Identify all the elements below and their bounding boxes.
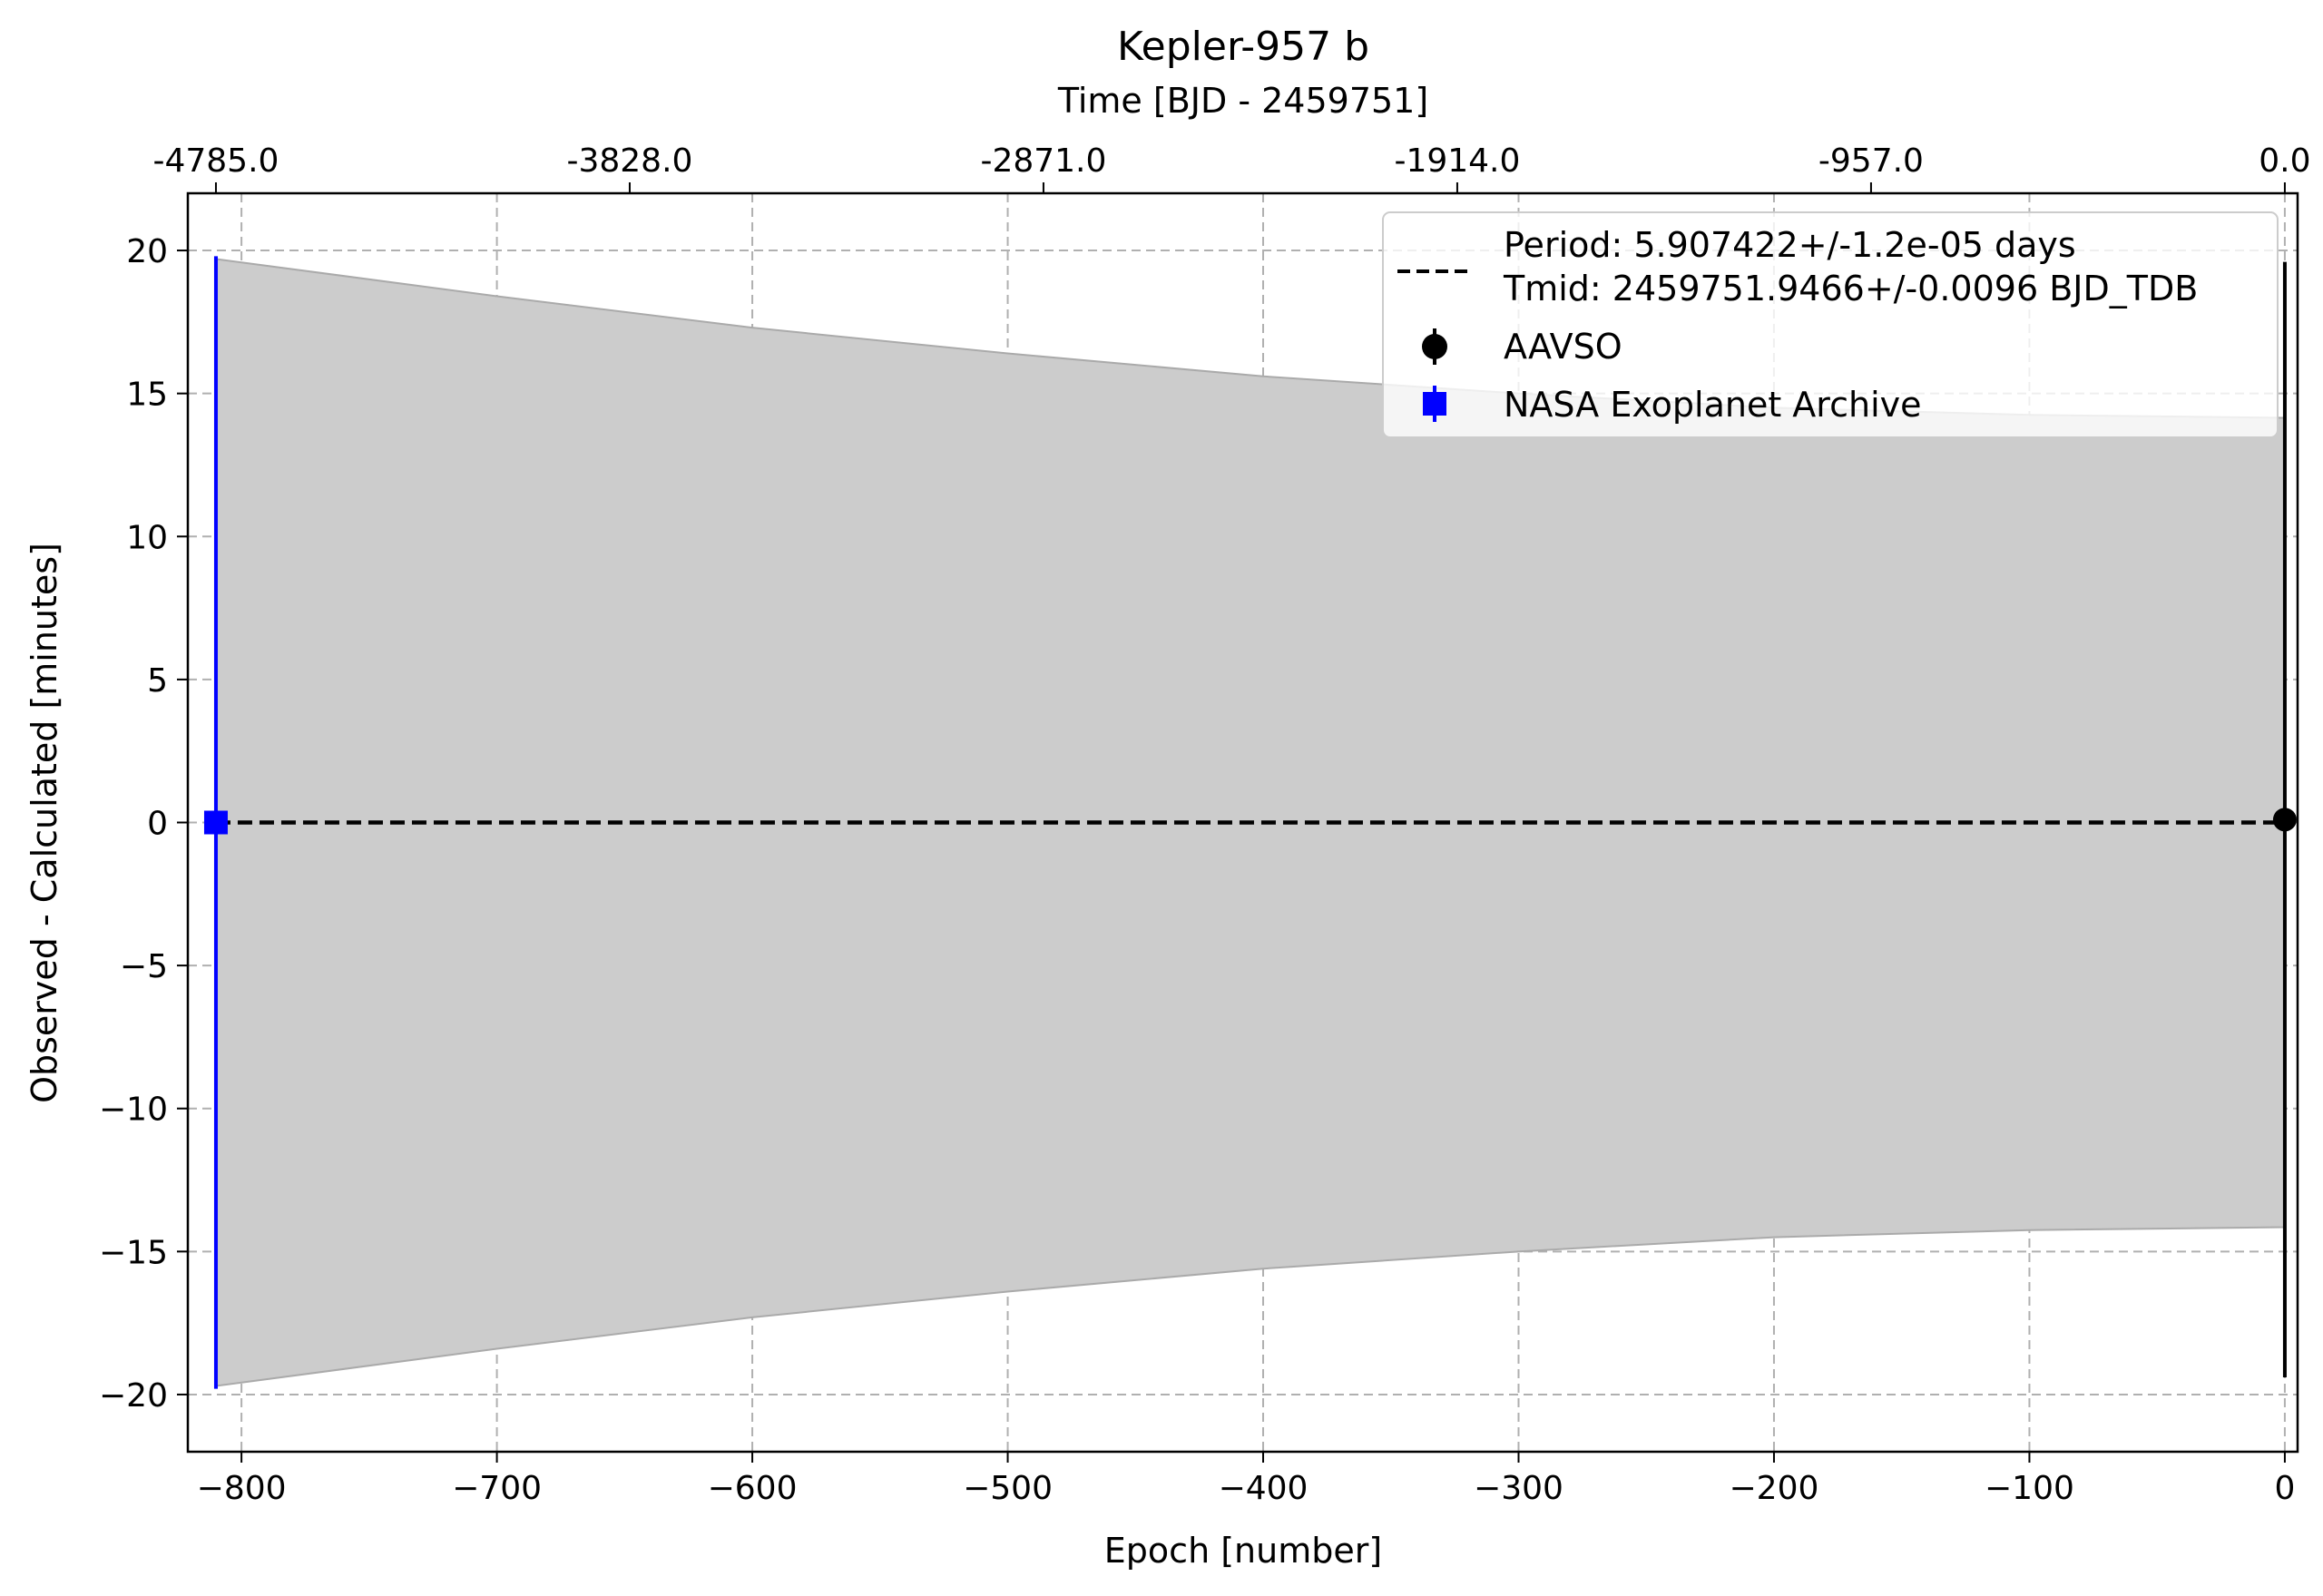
x-tick-label: 0 [2274, 1470, 2295, 1507]
y-tick-label: 0 [147, 806, 168, 843]
y-tick-label: 20 [126, 233, 168, 270]
top-x-tick-label: -957.0 [1818, 142, 1924, 180]
legend: Period: 5.907422+/-1.2e-05 days Tmid: 24… [1382, 211, 2279, 438]
legend-aavso-label: AAVSO [1504, 327, 1622, 367]
x-tick-label: −200 [1730, 1470, 1819, 1507]
data-point-aavso [2272, 808, 2297, 832]
x-tick-label: −800 [197, 1470, 287, 1507]
y-tick-label: −10 [99, 1092, 168, 1129]
top-x-tick-label: -4785.0 [152, 142, 279, 180]
chart-title: Kepler-957 b [1117, 24, 1369, 70]
legend-nasa-label: NASA Exoplanet Archive [1504, 385, 1922, 425]
y-tick-label: −15 [99, 1234, 168, 1271]
y-tick-label: −5 [120, 948, 168, 985]
legend-nasa-marker [1423, 392, 1446, 416]
x-tick-label: −400 [1219, 1470, 1309, 1507]
top-x-axis-label: Time [BJD - 2459751] [1057, 81, 1428, 121]
x-tick-label: −700 [452, 1470, 542, 1507]
x-tick-label: −500 [963, 1470, 1053, 1507]
legend-entry-nasa: NASA Exoplanet Archive [1423, 385, 1922, 425]
top-x-tick-label: -1914.0 [1394, 142, 1520, 180]
x-axis-label: Epoch [number] [1104, 1531, 1382, 1571]
data-series-layer [203, 256, 2297, 1389]
data-point-nasa [203, 810, 228, 835]
tick-layer: −800 −700 −600 −500 −400 −300 −200 −100 0−20−15−… [99, 142, 2311, 1507]
x-tick-label: −100 [1985, 1470, 2074, 1507]
x-tick-label: −300 [1474, 1470, 1563, 1507]
y-tick-label: 15 [126, 377, 168, 414]
top-x-tick-label: -2871.0 [980, 142, 1106, 180]
x-tick-label: −600 [708, 1470, 798, 1507]
legend-entry-aavso: AAVSO [1422, 327, 1622, 367]
y-tick-label: 5 [147, 662, 168, 700]
legend-fit-label-period: Period: 5.907422+/-1.2e-05 days [1504, 225, 2076, 265]
legend-aavso-marker [1422, 334, 1447, 359]
legend-box [1382, 211, 2279, 438]
top-x-tick-label: 0.0 [2259, 142, 2310, 180]
y-tick-label: −20 [99, 1377, 168, 1415]
y-tick-label: 10 [126, 519, 168, 556]
legend-fit-label-tmid: Tmid: 2459751.9466+/-0.0096 BJD_TDB [1503, 269, 2198, 308]
top-x-tick-label: -3828.0 [566, 142, 692, 180]
y-axis-label: Observed - Calculated [minutes] [25, 543, 64, 1103]
